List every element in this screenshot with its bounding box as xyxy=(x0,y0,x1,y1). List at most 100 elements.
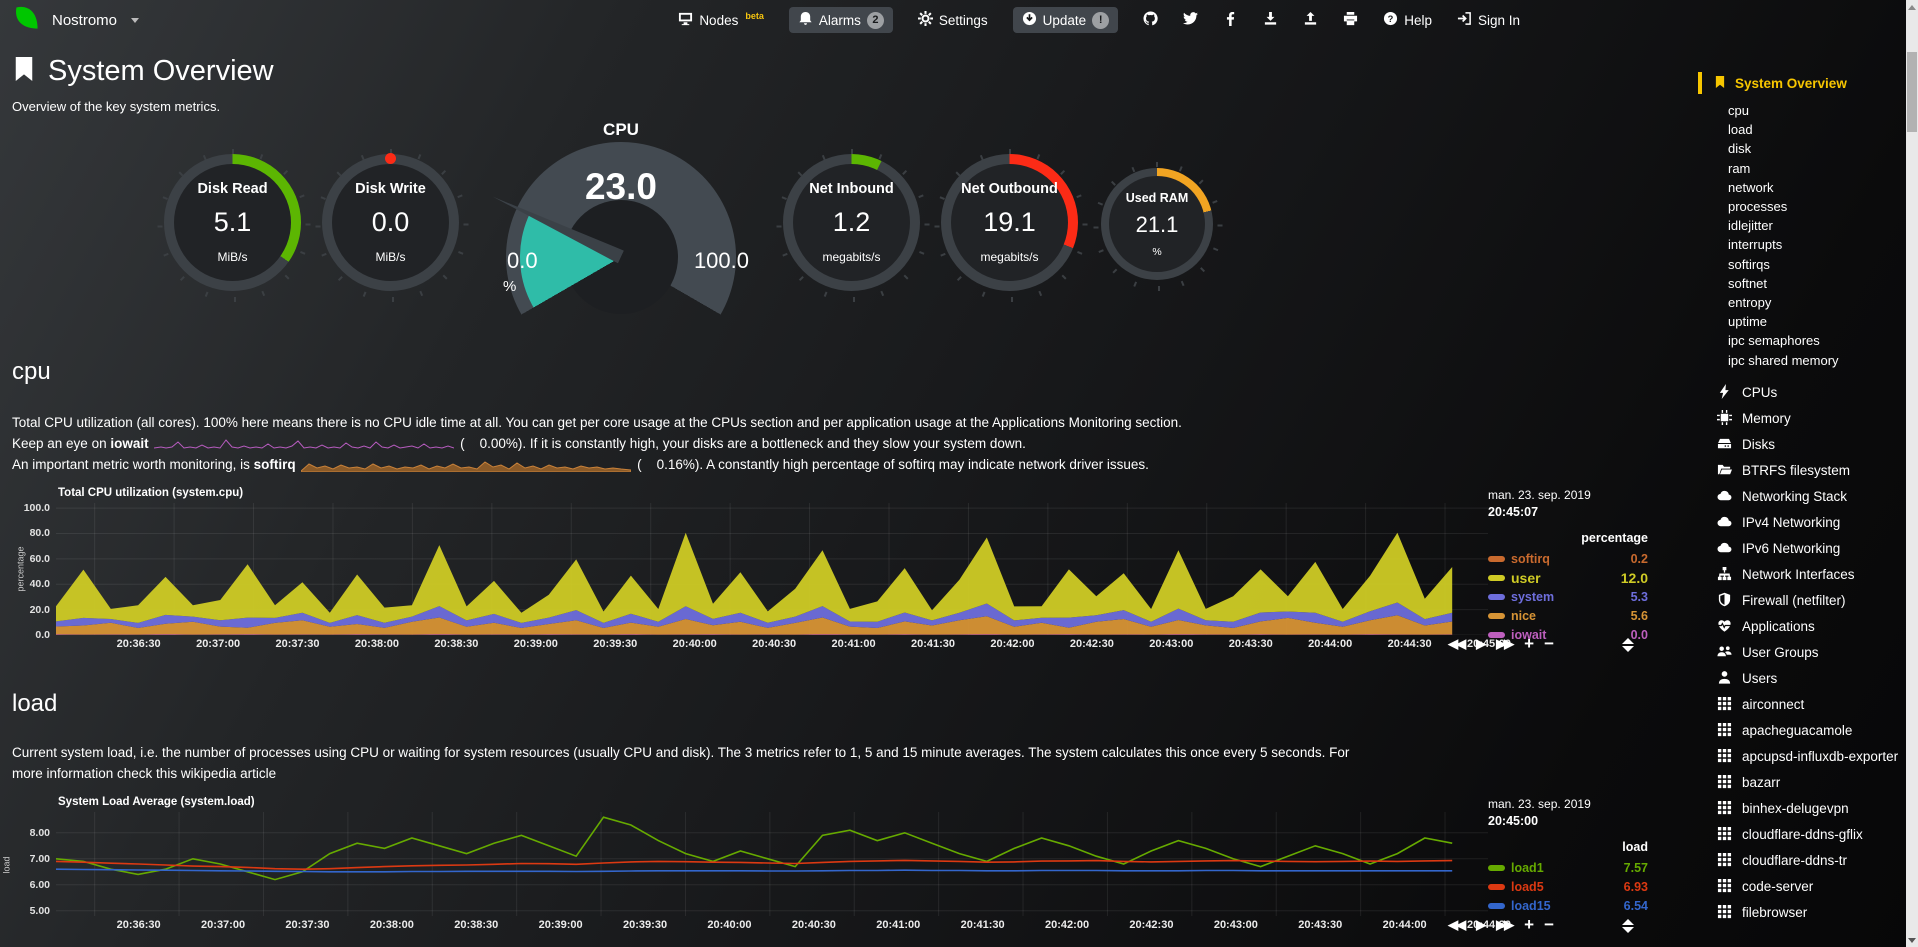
sidebar-item-uptime[interactable]: uptime xyxy=(1728,314,1768,330)
scrollbar-down-arrow[interactable] xyxy=(1906,933,1918,947)
sidebar-section-code-server[interactable]: code-server xyxy=(1716,878,1906,895)
pan-forward-icon[interactable]: ▶▶ xyxy=(1496,917,1514,932)
sidebar-section-airconnect[interactable]: airconnect xyxy=(1716,696,1906,713)
sidebar-item-load[interactable]: load xyxy=(1728,122,1753,138)
brand[interactable]: Nostromo xyxy=(14,5,140,36)
sidebar-section-cloudflare-ddns-tr[interactable]: cloudflare-ddns-tr xyxy=(1716,852,1906,869)
sidebar-item-disk[interactable]: disk xyxy=(1728,141,1752,157)
sidebar-section-apacheguacamole[interactable]: apacheguacamole xyxy=(1716,722,1906,739)
nav-github-icon[interactable] xyxy=(1143,11,1158,29)
legend-row-nice[interactable]: nice 5.6 xyxy=(1488,606,1648,625)
sidebar-section-apcupsd-influxdb-exporter[interactable]: apcupsd-influxdb-exporter xyxy=(1716,748,1906,765)
gauge-net-outbound[interactable]: Net Outbound 19.1 megabits/s xyxy=(934,148,1087,302)
sidebar-section-applications[interactable]: Applications xyxy=(1716,618,1906,635)
legend-row-system[interactable]: system 5.3 xyxy=(1488,587,1648,606)
sidebar-item-ram[interactable]: ram xyxy=(1728,160,1751,176)
sidebar-section-firewall-netfilter-[interactable]: Firewall (netfilter) xyxy=(1716,592,1906,609)
nav-help-button[interactable]: ? Help xyxy=(1383,11,1432,29)
chart-plot[interactable] xyxy=(56,503,1488,635)
cpu-desc-line1: Total CPU utilization (all cores). 100% … xyxy=(12,415,1182,430)
svg-text:?: ? xyxy=(1388,14,1394,24)
nav-alarms-button[interactable]: Alarms 2 xyxy=(788,7,893,33)
sidebar-item-interrupts[interactable]: interrupts xyxy=(1728,237,1783,253)
badge: ! xyxy=(1092,11,1110,29)
gauge-used-ram[interactable]: Used RAM 21.1 % xyxy=(1093,162,1223,291)
sidebar-item-ipc-shared-memory[interactable]: ipc shared memory xyxy=(1728,352,1839,368)
nav-facebook-icon[interactable] xyxy=(1223,11,1238,29)
sidebar-section-cpus[interactable]: CPUs xyxy=(1716,383,1906,401)
gauge-cpu[interactable]: CPU 23.0 0.0 100.0 % xyxy=(485,120,757,372)
x-tick: 20:37:00 xyxy=(196,638,241,650)
scrollbar-thumb[interactable] xyxy=(1907,52,1917,132)
legend-row-load15[interactable]: load15 6.54 xyxy=(1488,896,1648,915)
legend-row-load5[interactable]: load5 6.93 xyxy=(1488,877,1648,896)
sidebar-item-system-overview[interactable]: System Overview xyxy=(1698,72,1906,94)
scrollbar-up-arrow[interactable] xyxy=(1906,0,1918,14)
gauge-disk-write[interactable]: Disk Write 0.0 MiB/s xyxy=(315,148,468,302)
sidebar-section-binhex-delugevpn[interactable]: binhex-delugevpn xyxy=(1716,800,1906,817)
legend-row-load1[interactable]: load1 7.57 xyxy=(1488,858,1648,877)
gauge-value: 23.0 xyxy=(584,166,657,207)
sidebar-section-user-groups[interactable]: User Groups xyxy=(1716,644,1906,661)
sidebar-section-btrfs-filesystem[interactable]: BTRFS filesystem xyxy=(1716,462,1906,479)
legend-row-user[interactable]: user 12.0 xyxy=(1488,568,1648,587)
sidebar-section-network-interfaces[interactable]: Network Interfaces xyxy=(1716,566,1906,583)
sidebar-item-entropy[interactable]: entropy xyxy=(1728,295,1772,311)
chart-plot[interactable] xyxy=(56,812,1488,916)
zoom-in-icon[interactable]: + xyxy=(1524,915,1534,934)
sidebar-item-cpu[interactable]: cpu xyxy=(1728,103,1749,118)
sidebar-item-softirqs[interactable]: softirqs xyxy=(1728,256,1770,272)
x-tick: 20:44:30 xyxy=(1467,919,1512,931)
page-scrollbar[interactable] xyxy=(1906,0,1918,947)
play-icon[interactable]: ▶ xyxy=(1476,917,1486,932)
sidebar-section-networking-stack[interactable]: Networking Stack xyxy=(1716,488,1906,505)
microchip-icon xyxy=(1716,409,1732,427)
legend-row-softirq[interactable]: softirq 0.2 xyxy=(1488,549,1648,568)
zoom-in-icon[interactable]: + xyxy=(1524,634,1534,653)
resize-handle-icon[interactable] xyxy=(1622,919,1634,933)
x-axis-labels: 20:36:30 20:37:00 20:37:30 20:38:00 20:38:30… xyxy=(56,919,1511,935)
nav-upload-icon[interactable] xyxy=(1303,11,1318,29)
nav-settings-button[interactable]: Settings xyxy=(917,11,988,29)
sidebar-section-bazarr[interactable]: bazarr xyxy=(1716,774,1906,791)
node-name[interactable]: Nostromo xyxy=(52,11,118,29)
gauge-disk-read[interactable]: Disk Read 5.1 MiB/s xyxy=(157,148,310,302)
nav-twitter-icon[interactable] xyxy=(1183,11,1199,29)
sidebar-section-users[interactable]: Users xyxy=(1716,670,1906,687)
heartbeat-icon xyxy=(1716,618,1732,635)
nav-print-icon[interactable] xyxy=(1343,11,1358,29)
load-chart[interactable]: System Load Average (system.load) load 8… xyxy=(2,796,1648,935)
sidebar-item-softnet[interactable]: softnet xyxy=(1728,275,1768,291)
sidebar-section-ipv4-networking[interactable]: IPv4 Networking xyxy=(1716,514,1906,531)
sidebar-item-ipc-semaphores[interactable]: ipc semaphores xyxy=(1728,333,1820,349)
sidebar-section-ipv6-networking[interactable]: IPv6 Networking xyxy=(1716,540,1906,557)
legend-date: man. 23. sep. 2019 xyxy=(1488,488,1591,502)
play-icon[interactable]: ▶ xyxy=(1476,636,1486,651)
pan-back-icon[interactable]: ◀◀ xyxy=(1448,917,1466,932)
legend-row-iowait[interactable]: iowait 0.0 xyxy=(1488,625,1648,644)
pan-forward-icon[interactable]: ▶▶ xyxy=(1496,636,1514,651)
sidebar-item-network[interactable]: network xyxy=(1728,179,1774,195)
x-tick: 20:38:30 xyxy=(434,638,479,650)
nav-update-button[interactable]: Update! xyxy=(1012,7,1119,33)
iowait-sparkline xyxy=(154,439,455,449)
sidebar-section-filebrowser[interactable]: filebrowser xyxy=(1716,904,1906,921)
nav-download-icon[interactable] xyxy=(1263,11,1278,29)
sidebar-item-processes[interactable]: processes xyxy=(1728,199,1788,215)
zoom-out-icon[interactable]: − xyxy=(1544,634,1554,653)
sidebar-section-disks[interactable]: Disks xyxy=(1716,436,1906,453)
help-icon: ? xyxy=(1383,11,1398,29)
sidebar-item-idlejitter[interactable]: idlejitter xyxy=(1728,218,1773,234)
sidebar-section-cloudflare-ddns-gflix[interactable]: cloudflare-ddns-gflix xyxy=(1716,826,1906,843)
sidebar-section-memory[interactable]: Memory xyxy=(1716,409,1906,427)
gauge-net-inbound[interactable]: Net Inbound 1.2 megabits/s xyxy=(776,148,929,302)
nav-signin-button[interactable]: Sign In xyxy=(1457,11,1520,29)
pan-back-icon[interactable]: ◀◀ xyxy=(1448,636,1466,651)
nav-nodes-button[interactable]: Nodes beta xyxy=(678,11,764,29)
resize-handle-icon[interactable] xyxy=(1622,638,1634,652)
cpu-chart[interactable]: Total CPU utilization (system.cpu) perce… xyxy=(12,487,1648,654)
zoom-out-icon[interactable]: − xyxy=(1544,915,1554,934)
download-icon xyxy=(1263,11,1278,29)
gauge-unit: megabits/s xyxy=(980,250,1039,264)
page-subtitle: Overview of the key system metrics. xyxy=(12,99,221,114)
